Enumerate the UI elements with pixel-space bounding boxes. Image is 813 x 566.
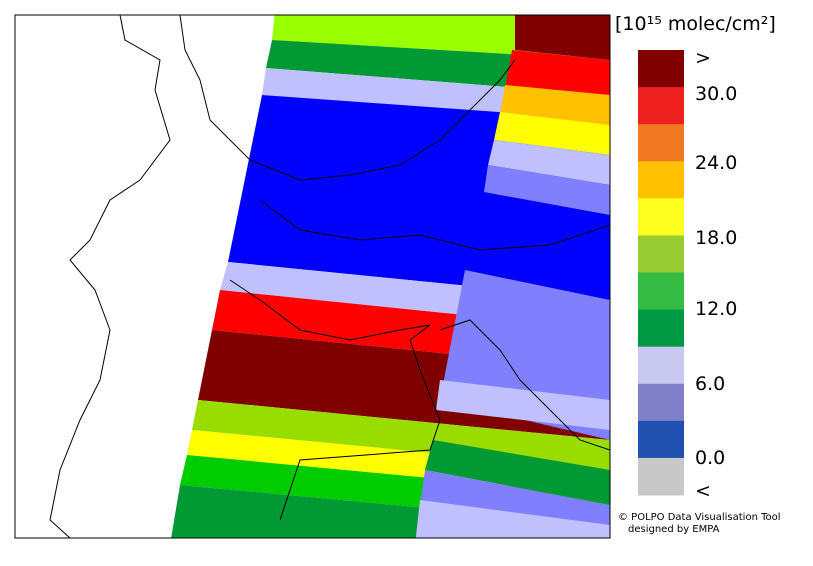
colorbar-swatch bbox=[638, 124, 684, 162]
colorbar-label: > bbox=[695, 47, 711, 69]
colorbar-label: 0.0 bbox=[695, 447, 725, 469]
map-frame bbox=[14, 14, 611, 539]
colorbar-swatch bbox=[638, 50, 684, 88]
colorbar-swatch bbox=[638, 309, 684, 348]
colorbar-swatch bbox=[638, 87, 684, 125]
swath bbox=[49, 15, 610, 538]
colorbar-swatch bbox=[638, 272, 684, 311]
colorbar-label: 24.0 bbox=[695, 152, 737, 174]
colorbar-swatch bbox=[638, 235, 684, 273]
credit: designed by EMPA bbox=[628, 524, 720, 535]
colorbar-swatch bbox=[638, 457, 684, 496]
colorbar-label: 30.0 bbox=[695, 83, 737, 105]
colorbar-label: 18.0 bbox=[695, 227, 737, 249]
colorbar-swatch bbox=[638, 383, 684, 422]
legend-unit: [10¹⁵ molec/cm²] bbox=[615, 13, 776, 35]
colorbar-swatch bbox=[638, 161, 684, 199]
colorbar-swatch bbox=[638, 346, 684, 385]
credit: © POLPO Data Visualisation Tool bbox=[618, 512, 781, 523]
colorbar-label: 12.0 bbox=[695, 298, 737, 320]
colorbar-label: 6.0 bbox=[695, 373, 725, 395]
colorbar-swatch bbox=[638, 420, 684, 459]
colorbar-label: < bbox=[695, 480, 711, 502]
colorbar-swatch bbox=[638, 198, 684, 236]
